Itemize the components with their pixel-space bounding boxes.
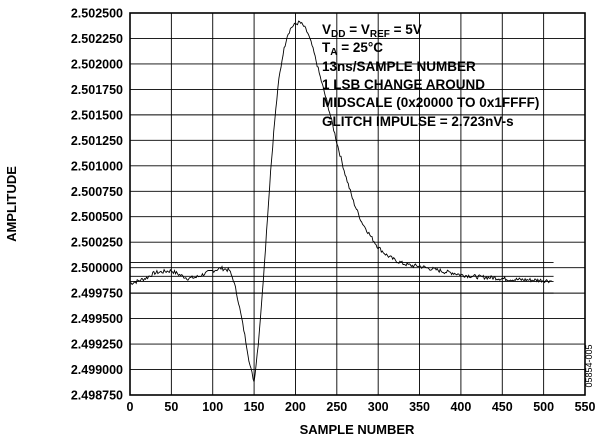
y-tick-label: 2.500000 (71, 261, 123, 275)
y-tick-label: 2.499000 (71, 363, 123, 377)
x-tick-label: 100 (202, 400, 223, 414)
annotation-line-3: 13ns/SAMPLE NUMBER (322, 59, 476, 74)
y-tick-label: 2.500750 (71, 185, 123, 199)
annotation-line-4: 1 LSB CHANGE AROUND (322, 77, 485, 92)
x-axis-title: SAMPLE NUMBER (300, 422, 415, 437)
y-tick-label: 2.498750 (71, 389, 123, 403)
y-tick-label: 2.502500 (71, 7, 123, 21)
annotation-line-6: GLITCH IMPULSE = 2.723nV-s (322, 114, 514, 129)
y-tick-label: 2.502000 (71, 57, 123, 71)
x-tick-label: 250 (326, 400, 347, 414)
y-tick-label: 2.499500 (71, 312, 123, 326)
x-tick-label: 550 (575, 400, 596, 414)
x-tick-labels: 0 50 100 150 200 250 300 350 400 450 500 550 (127, 400, 596, 414)
y-tick-label: 2.500250 (71, 236, 123, 250)
y-tick-label: 2.499250 (71, 338, 123, 352)
x-tick-label: 500 (533, 400, 554, 414)
x-tick-label: 350 (409, 400, 430, 414)
series-line (129, 20, 552, 382)
grid (130, 13, 585, 395)
y-tick-label: 2.501500 (71, 108, 123, 122)
annotation-block: VDD = VREF = 5V TA = 25°C 13ns/SAMPLE NU… (322, 22, 539, 129)
x-tick-label: 400 (450, 400, 471, 414)
y-tick-label: 2.500500 (71, 210, 123, 224)
y-tick-labels: 2.498750 2.499000 2.499250 2.499500 2.499750… (71, 7, 123, 403)
y-tick-label: 2.499750 (71, 287, 123, 301)
annotation-line-2: TA = 25°C (322, 40, 383, 58)
y-tick-label: 2.502250 (71, 32, 123, 46)
annotation-line-1: VDD = VREF = 5V (322, 22, 422, 40)
x-tick-label: 50 (164, 400, 178, 414)
x-tick-label: 0 (127, 400, 134, 414)
plot-frame (129, 12, 586, 396)
x-tick-label: 300 (368, 400, 389, 414)
y-tick-label: 2.501000 (71, 159, 123, 173)
annotation-line-5: MIDSCALE (0x20000 TO 0x1FFFF) (322, 95, 539, 110)
plot-area (130, 13, 585, 395)
x-tick-label: 450 (492, 400, 513, 414)
x-tick-label: 150 (244, 400, 265, 414)
figure-id: 05854-005 (584, 344, 594, 387)
x-tick-label: 200 (285, 400, 306, 414)
y-tick-label: 2.501750 (71, 83, 123, 97)
y-tick-label: 2.501250 (71, 134, 123, 148)
y-axis-title: AMPLITUDE (4, 166, 19, 242)
